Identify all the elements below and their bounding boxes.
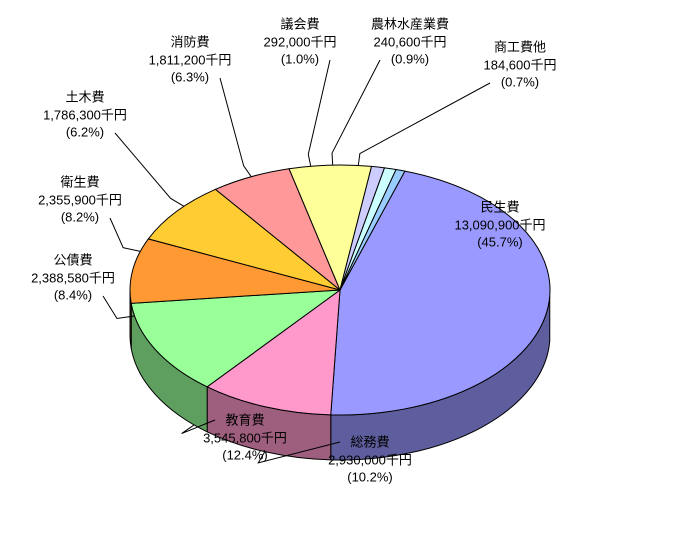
slice-label-value: 292,000千円: [264, 33, 337, 51]
slice-label-percent: (0.7%): [484, 74, 557, 92]
slice-label-name: 民生費: [454, 199, 545, 217]
leader-line: [332, 60, 380, 165]
pie-chart-3d: 民生費13,090,900千円(45.7%) 総務費2,930,000千円(10.…: [0, 0, 674, 530]
slice-label: 教育費3,545,800千円(12.4%): [203, 412, 287, 465]
leader-line: [358, 83, 490, 165]
slice-label-name: 総務費: [328, 434, 412, 452]
slice-label: 農林水産業費240,600千円(0.9%): [371, 16, 449, 69]
slice-label: 議会費292,000千円(1.0%): [264, 16, 337, 69]
slice-label-percent: (1.0%): [264, 51, 337, 69]
slice-label-percent: (12.4%): [203, 447, 287, 465]
slice-label-name: 衛生費: [38, 174, 122, 192]
slice-label-value: 1,811,200千円: [149, 51, 232, 69]
slice-label: 商工費他184,600千円(0.7%): [484, 39, 557, 92]
slice-label-value: 240,600千円: [371, 33, 449, 51]
slice-label: 土木費1,786,300千円(6.2%): [43, 89, 127, 142]
slice-label-name: 公債費: [31, 252, 115, 270]
slice-label-value: 1,786,300千円: [43, 106, 127, 124]
slice-label-name: 議会費: [264, 16, 337, 34]
leader-line: [115, 133, 184, 206]
slice-label-value: 184,600千円: [484, 56, 557, 74]
slice-label-percent: (6.3%): [149, 69, 232, 87]
slice-label-percent: (10.2%): [328, 469, 412, 487]
slice-label-value: 2,388,580千円: [31, 269, 115, 287]
slice-label-value: 3,545,800千円: [203, 429, 287, 447]
leader-line: [308, 60, 330, 166]
slice-label-name: 土木費: [43, 89, 127, 107]
slice-label-value: 2,930,000千円: [328, 451, 412, 469]
slice-label-percent: (6.2%): [43, 124, 127, 142]
slice-label-value: 13,090,900千円: [454, 216, 545, 234]
slice-label-name: 消防費: [149, 34, 232, 52]
leader-line: [220, 78, 251, 177]
slice-label-value: 2,355,900千円: [38, 191, 122, 209]
slice-label-name: 農林水産業費: [371, 16, 449, 34]
slice-label: 消防費1,811,200千円(6.3%): [149, 34, 232, 87]
slice-label-name: 商工費他: [484, 39, 557, 57]
slice-label: 衛生費2,355,900千円(8.2%): [38, 174, 122, 227]
slice-label: 民生費13,090,900千円(45.7%): [454, 199, 545, 252]
slice-label: 総務費2,930,000千円(10.2%): [328, 434, 412, 487]
slice-label: 公債費2,388,580千円(8.4%): [31, 252, 115, 305]
slice-label-percent: (8.2%): [38, 209, 122, 227]
slice-label-name: 教育費: [203, 412, 287, 430]
slice-label-percent: (0.9%): [371, 51, 449, 69]
slice-label-percent: (8.4%): [31, 287, 115, 305]
slice-label-percent: (45.7%): [454, 234, 545, 252]
